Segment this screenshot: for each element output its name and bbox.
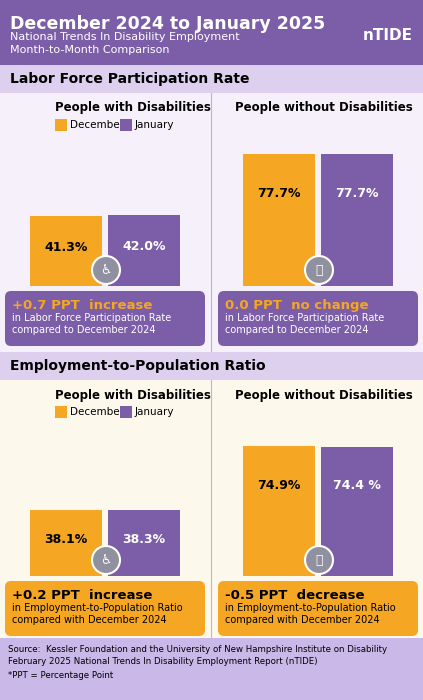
Text: *PPT = Percentage Point: *PPT = Percentage Point [8,671,113,680]
FancyBboxPatch shape [5,581,205,636]
Text: 0.0 PPT  no change: 0.0 PPT no change [225,299,368,312]
Bar [108,215,180,286]
Bar [120,119,132,131]
FancyBboxPatch shape [218,291,418,346]
Bar [321,154,393,286]
Text: Employment-to-Population Ratio: Employment-to-Population Ratio [10,359,266,373]
FancyBboxPatch shape [5,291,205,346]
Text: Month-to-Month Comparison: Month-to-Month Comparison [10,45,170,55]
Text: National Trends In Disability Employment: National Trends In Disability Employment [10,32,239,42]
Bar [55,119,67,131]
Text: People with Disabilities: People with Disabilities [55,102,211,115]
Bar [30,216,102,286]
Circle shape [305,546,333,574]
Text: in Employment-to-Population Ratio
compared with December 2024: in Employment-to-Population Ratio compar… [12,603,183,624]
Text: nTIDE: nTIDE [363,27,413,43]
Text: Labor Force Participation Rate: Labor Force Participation Rate [10,72,250,86]
Text: 77.7%: 77.7% [335,187,379,200]
Text: 38.1%: 38.1% [44,533,88,546]
Bar [321,447,393,576]
Text: +0.2 PPT  increase: +0.2 PPT increase [12,589,152,602]
Circle shape [92,546,120,574]
Bar [243,154,315,286]
Text: 🚶: 🚶 [315,263,323,276]
FancyBboxPatch shape [218,581,418,636]
Text: December 2024 to January 2025: December 2024 to January 2025 [10,15,325,33]
Bar [243,446,315,576]
Circle shape [305,256,333,284]
Text: 74.9%: 74.9% [257,479,301,491]
Text: December: December [70,407,124,417]
Text: 🚶: 🚶 [315,554,323,566]
Text: 38.3%: 38.3% [122,533,165,546]
Bar [0,65,423,93]
Text: 77.7%: 77.7% [257,187,301,200]
Text: in Employment-to-Population Ratio
compared with December 2024: in Employment-to-Population Ratio compar… [225,603,396,624]
Text: December: December [70,120,124,130]
Bar [0,380,423,638]
Text: +0.7 PPT  increase: +0.7 PPT increase [12,299,152,312]
Text: -0.5 PPT  decrease: -0.5 PPT decrease [225,589,365,602]
Text: Source:  Kessler Foundation and the University of New Hampshire Institute on Dis: Source: Kessler Foundation and the Unive… [8,645,387,654]
Text: in Labor Force Participation Rate
compared to December 2024: in Labor Force Participation Rate compar… [12,313,171,335]
Text: 74.4 %: 74.4 % [333,480,381,492]
Text: 42.0%: 42.0% [122,240,166,253]
Text: ♿: ♿ [100,263,112,276]
Text: People without Disabilities: People without Disabilities [235,389,413,402]
Text: in Labor Force Participation Rate
compared to December 2024: in Labor Force Participation Rate compar… [225,313,384,335]
Bar [0,352,423,380]
Bar [30,510,102,576]
Bar [120,406,132,418]
Circle shape [92,256,120,284]
Bar [55,406,67,418]
Text: People with Disabilities: People with Disabilities [55,389,211,402]
Bar [0,638,423,700]
Bar [108,510,180,576]
Text: January: January [135,120,175,130]
Text: 41.3%: 41.3% [44,241,88,254]
Text: ♿: ♿ [100,554,112,566]
Text: People without Disabilities: People without Disabilities [235,102,413,115]
Text: January: January [135,407,175,417]
Bar [0,0,423,65]
Text: February 2025 National Trends In Disability Employment Report (nTIDE): February 2025 National Trends In Disabil… [8,657,318,666]
Bar [0,93,423,352]
